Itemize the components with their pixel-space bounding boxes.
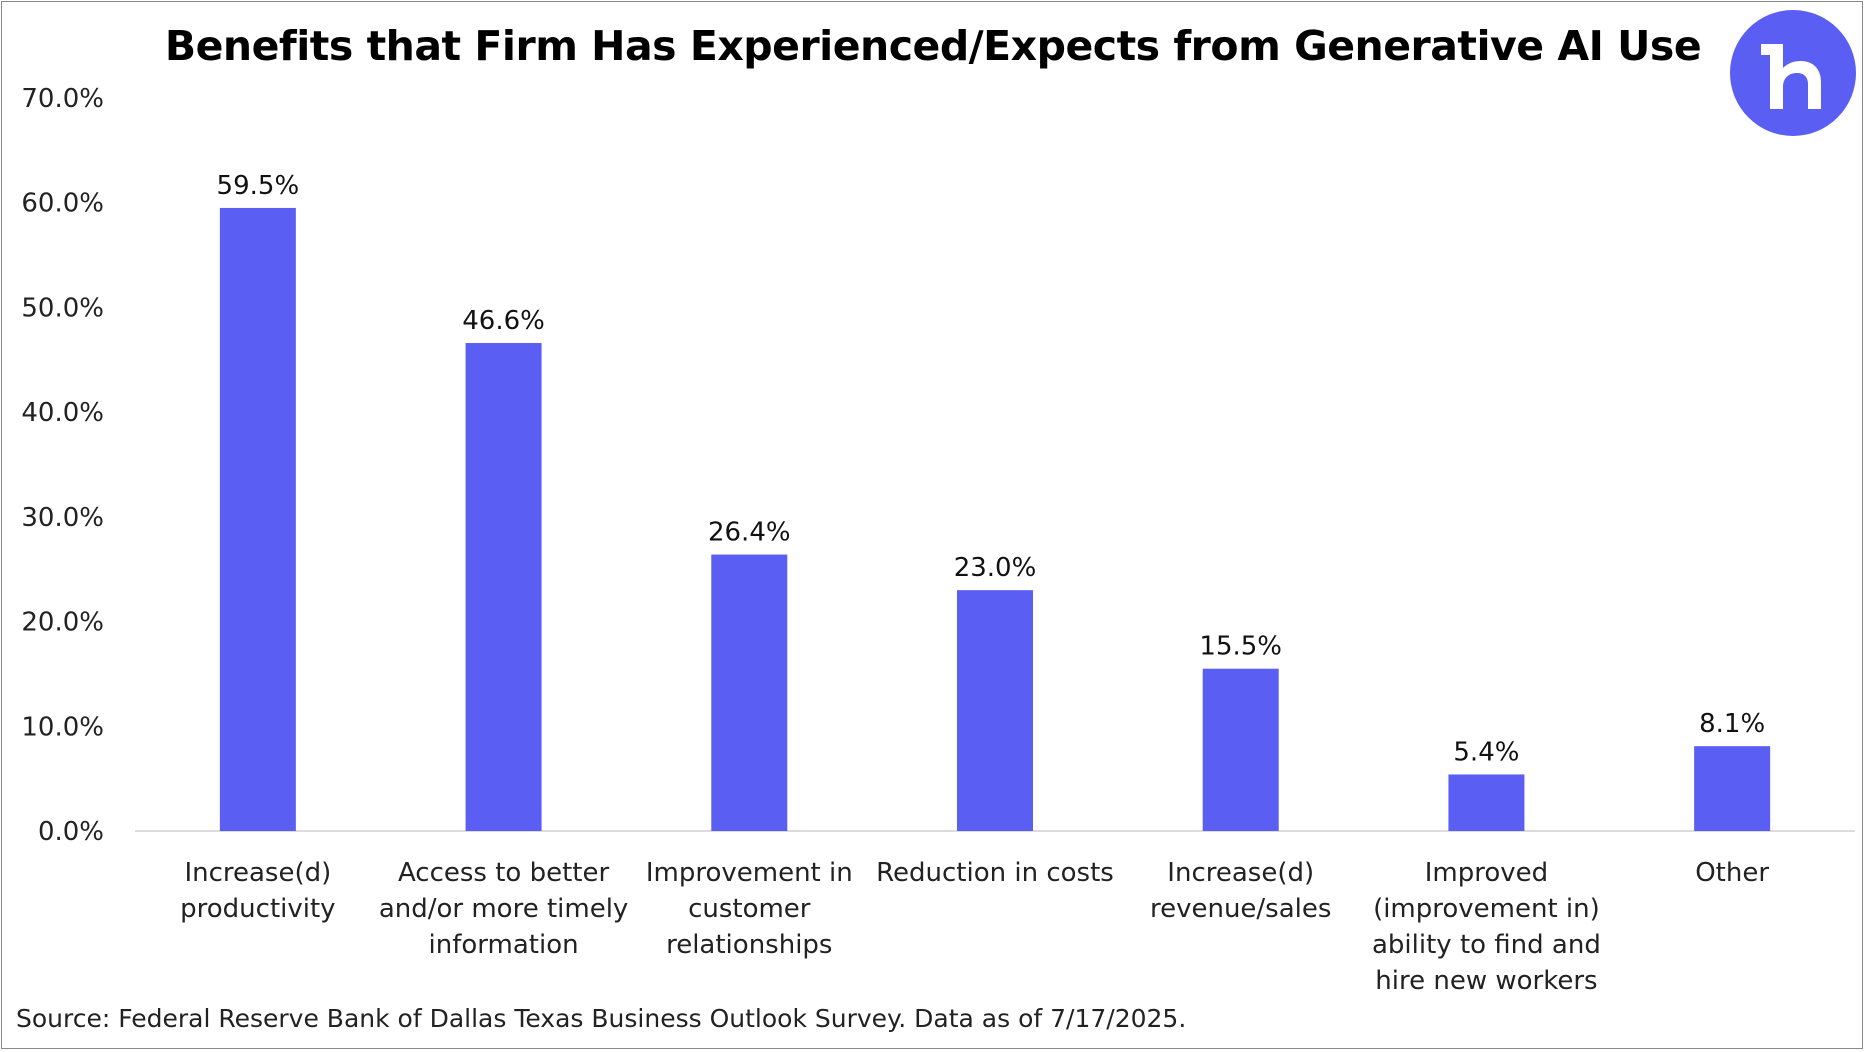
- x-tick-label: Other: [1695, 858, 1769, 888]
- bar: [1448, 774, 1525, 831]
- y-tick-label: 10.0%: [21, 712, 104, 742]
- bar: [219, 207, 296, 831]
- data-label: 59.5%: [217, 171, 300, 201]
- bars-group: [219, 207, 1771, 831]
- source-note: Source: Federal Reserve Bank of Dallas T…: [16, 1004, 1187, 1033]
- brand-logo-icon: [1730, 10, 1856, 136]
- bar: [465, 343, 542, 831]
- data-label: 5.4%: [1453, 737, 1519, 767]
- y-tick-label: 30.0%: [21, 503, 104, 533]
- chart-title: Benefits that Firm Has Experienced/Expec…: [164, 22, 1702, 70]
- x-tick-label: Improved (improvement in) ability to find …: [1372, 858, 1601, 996]
- x-tick-label: Improvement in customer relationships: [646, 858, 853, 960]
- y-tick-label: 20.0%: [21, 608, 104, 638]
- y-tick-label: 0.0%: [38, 817, 104, 847]
- bar: [1202, 668, 1279, 831]
- y-tick-label: 70.0%: [21, 84, 104, 114]
- x-tick-label: Increase(d) productivity: [180, 858, 335, 924]
- data-label: 15.5%: [1199, 632, 1282, 662]
- y-axis: 0.0% 10.0% 20.0% 30.0% 40.0% 50.0% 60.0% 70.0%: [21, 84, 1855, 847]
- y-tick-label: 50.0%: [21, 293, 104, 323]
- bar-chart: 0.0%10.0%20.0%30.0%40.0%50.0%60.0%70.0% …: [21, 84, 1855, 996]
- data-labels-group: 59.5% 46.6% 26.4% 23.0% 15.5% 5.4% 8.1%: [217, 171, 1766, 768]
- data-label: 8.1%: [1699, 709, 1765, 739]
- bar: [1694, 746, 1771, 831]
- bar: [711, 554, 788, 831]
- x-axis: Increase(d) productivity Access to better a…: [180, 858, 1769, 996]
- x-tick-label: Access to better and/or more timely inform…: [379, 858, 629, 960]
- bar: [957, 590, 1033, 831]
- y-tick-label: 40.0%: [21, 398, 104, 428]
- data-label: 26.4%: [708, 518, 791, 548]
- y-tick-label: 60.0%: [21, 189, 104, 219]
- data-label: 23.0%: [954, 553, 1037, 583]
- x-tick-label: Reduction in costs: [876, 858, 1114, 888]
- data-label: 46.6%: [462, 306, 545, 336]
- x-tick-label: Increase(d) revenue/sales: [1150, 858, 1331, 924]
